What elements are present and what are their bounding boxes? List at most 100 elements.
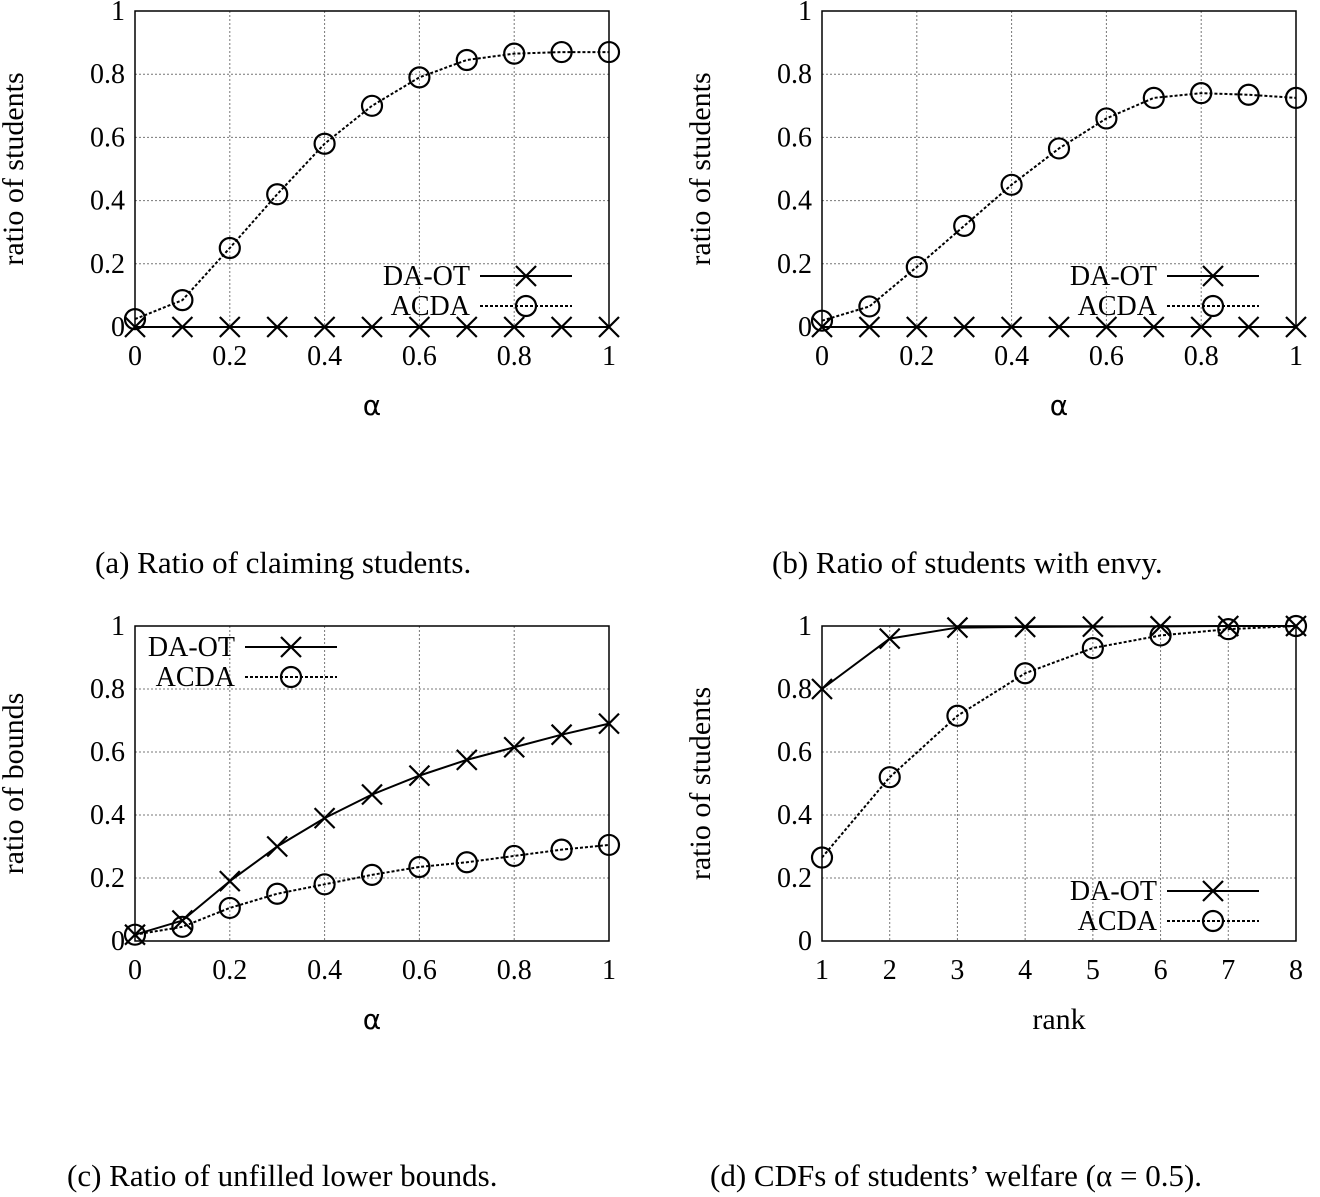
x-marker-icon	[811, 316, 833, 338]
x-tick-label: 0.8	[1184, 341, 1219, 372]
circle-marker-icon	[1047, 137, 1071, 160]
chart-panel-c: 0 0.2 0.4 0.6 0.8 1 0 0.2 0.4 0.6 0.8 1 α ratio of bo…	[0, 611, 621, 1036]
circle-marker-icon	[503, 42, 526, 65]
circle-marker-icon	[1081, 636, 1104, 660]
x-marker-icon	[408, 316, 431, 338]
chart-panel-d: 1 2 3 4 5 6 7 8 0 0.2 0.4 0.6 0.8 1 rank ratio of stude…	[684, 611, 1308, 1036]
y-tick-label: 0.2	[90, 863, 125, 894]
x-axis-label: α	[363, 1003, 381, 1036]
circle-marker-icon	[946, 704, 969, 727]
x-tick-label: 1	[602, 955, 616, 986]
circle-marker-icon	[597, 833, 621, 857]
legend-label: DA-OT	[148, 632, 235, 663]
x-marker-icon	[456, 316, 478, 338]
y-tick-label: 0.6	[777, 737, 812, 768]
x-marker-icon	[878, 627, 901, 650]
x-tick-label: 2	[883, 955, 897, 986]
series-line	[821, 625, 1297, 859]
x-tick-label: 1	[1289, 341, 1303, 372]
x-tick-label: 0.6	[402, 341, 437, 372]
circle-marker-icon	[279, 665, 303, 689]
legend-label: DA-OT	[383, 261, 470, 292]
series-acda	[123, 833, 621, 946]
y-axis-label: ratio of students	[684, 72, 717, 265]
x-tick-label: 0.2	[212, 341, 247, 372]
x-marker-icon	[456, 749, 478, 771]
x-tick-label: 0.2	[212, 955, 247, 986]
series-acda	[123, 40, 621, 331]
y-tick-label: 0.4	[90, 186, 125, 217]
y-tick-label: 0.8	[777, 59, 812, 90]
circle-marker-icon	[266, 882, 289, 905]
x-marker-icon	[1202, 880, 1224, 902]
x-marker-icon	[503, 316, 525, 338]
series-line	[134, 722, 610, 936]
circle-marker-icon	[1149, 624, 1172, 647]
legend-label: ACDA	[1078, 906, 1158, 937]
legend-label: DA-OT	[1070, 261, 1157, 292]
series-acda	[810, 82, 1308, 332]
x-marker-icon	[946, 616, 969, 639]
circle-marker-icon	[953, 214, 976, 237]
circle-marker-icon	[1000, 173, 1023, 196]
x-marker-icon	[906, 316, 928, 338]
circle-marker-icon	[514, 294, 538, 318]
x-tick-label: 0	[128, 955, 142, 986]
x-marker-icon	[1217, 615, 1240, 637]
y-axis-label: ratio of students	[684, 687, 717, 880]
x-marker-icon	[953, 316, 975, 338]
circle-marker-icon	[455, 48, 478, 72]
x-marker-icon	[361, 316, 383, 338]
x-marker-icon	[515, 265, 537, 287]
x-marker-icon	[1048, 316, 1070, 338]
x-tick-label: 0	[128, 341, 142, 372]
circle-marker-icon	[503, 844, 526, 868]
y-tick-label: 0.2	[777, 249, 812, 280]
series-line	[821, 625, 1296, 690]
x-tick-label: 0.4	[307, 341, 342, 372]
series-line	[134, 51, 609, 321]
series-da-ot	[124, 316, 620, 338]
caption-a: (a) Ratio of claiming students.	[95, 545, 472, 580]
x-marker-icon	[1082, 615, 1104, 638]
x-tick-label: 4	[1018, 955, 1032, 986]
x-marker-icon	[1095, 316, 1118, 338]
x-marker-icon	[1000, 316, 1023, 338]
x-marker-icon	[598, 712, 620, 735]
caption-d: (d) CDFs of students’ welfare (α = 0.5).	[710, 1158, 1203, 1193]
x-marker-icon	[1190, 316, 1212, 338]
circle-marker-icon	[1201, 294, 1225, 318]
circle-marker-icon	[810, 846, 834, 869]
x-marker-icon	[598, 316, 620, 338]
y-axis-label: ratio of bounds	[0, 693, 30, 875]
circle-marker-icon	[878, 766, 901, 789]
x-marker-icon	[361, 783, 383, 806]
circle-marker-icon	[1142, 86, 1165, 110]
x-marker-icon	[266, 316, 288, 338]
chart-panel-b: 0 0.2 0.4 0.6 0.8 1 0 0.2 0.4 0.6 0.8 1 α ratio of st…	[684, 0, 1308, 422]
y-tick-label: 0.8	[90, 59, 125, 90]
legend-label: DA-OT	[1070, 876, 1157, 907]
x-tick-label: 0.4	[307, 955, 342, 986]
y-tick-label: 0.6	[90, 737, 125, 768]
x-marker-icon	[408, 764, 431, 787]
series-acda	[810, 614, 1308, 869]
y-tick-label: 1	[111, 0, 125, 27]
y-tick-label: 0.8	[90, 674, 125, 705]
x-tick-label: 1	[602, 341, 616, 372]
x-marker-icon	[124, 316, 146, 338]
y-tick-label: 0.4	[777, 800, 812, 831]
x-marker-icon	[219, 870, 241, 892]
plot-frame	[821, 625, 1297, 942]
caption-b: (b) Ratio of students with envy.	[772, 545, 1163, 580]
y-tick-label: 0	[111, 312, 125, 343]
x-tick-label: 0.6	[1089, 341, 1124, 372]
plot-frame	[821, 10, 1297, 328]
x-tick-label: 0	[815, 341, 829, 372]
circle-marker-icon	[266, 183, 289, 206]
circle-marker-icon	[550, 838, 573, 861]
